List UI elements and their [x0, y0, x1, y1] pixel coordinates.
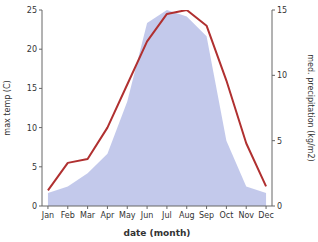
y2-axis-line: [272, 10, 273, 206]
y-tick-label: 20: [27, 45, 37, 54]
x-tick: [246, 206, 247, 209]
x-tick-label: Jan: [41, 211, 54, 220]
y2-tick-label: 5: [277, 137, 282, 146]
page: {"chart_data": {"type": "line", "categor…: [0, 0, 318, 242]
x-tick: [127, 206, 128, 209]
precip-area: [48, 10, 266, 206]
x-tick-label: Nov: [238, 211, 254, 220]
x-tick-label: Dec: [258, 211, 273, 220]
plot-area: [48, 10, 266, 206]
y-tick: [39, 127, 42, 128]
x-tick: [206, 206, 207, 209]
y2-tick-label: 15: [277, 6, 287, 15]
y2-tick: [272, 75, 275, 76]
y2-tick-label: 10: [277, 71, 287, 80]
x-tick: [67, 206, 68, 209]
x-tick-label: May: [119, 211, 136, 220]
temp-line: [48, 10, 266, 190]
y2-tick-label: 0: [277, 202, 282, 211]
chart: Jan Feb Mar AprMay Jun Jul Aug Sep Oct Nov Dec date…: [0, 0, 318, 242]
x-tick-label: Apr: [101, 211, 116, 220]
y2-tick: [272, 10, 275, 11]
x-tick: [47, 206, 48, 209]
y-tick: [39, 10, 42, 11]
y-tick-label: 25: [27, 6, 37, 15]
y-tick: [39, 49, 42, 50]
x-tick-label: Feb: [61, 211, 75, 220]
x-tick: [186, 206, 187, 209]
x-tick: [226, 206, 227, 209]
y-tick-label: 0: [32, 202, 37, 211]
y-tick-label: 10: [27, 124, 37, 133]
x-tick: [166, 206, 167, 209]
y-tick: [39, 166, 42, 167]
y-tick: [39, 88, 42, 89]
y-tick-label: 15: [27, 84, 37, 93]
x-tick-label: Aug: [179, 211, 195, 220]
x-tick-label: Jul: [161, 211, 172, 220]
x-tick-label: Oct: [219, 211, 233, 220]
x-tick: [266, 206, 267, 209]
y2-tick: [272, 140, 275, 141]
x-tick: [107, 206, 108, 209]
x-tick-label: Mar: [80, 211, 96, 220]
y-axis-line: [42, 10, 43, 206]
y-tick-label: 5: [32, 163, 37, 172]
x-axis-label: date (month): [124, 228, 191, 238]
y2-tick: [272, 206, 275, 207]
y-axis-label: max temp (C): [3, 80, 12, 135]
x-tick-label: Jun: [140, 211, 154, 220]
y-tick: [39, 206, 42, 207]
x-axis-line: [42, 206, 272, 207]
x-tick: [87, 206, 88, 209]
x-tick-label: Sep: [199, 211, 214, 220]
x-tick: [147, 206, 148, 209]
y2-axis-label: med. precipitation (kg/m2): [306, 54, 315, 161]
